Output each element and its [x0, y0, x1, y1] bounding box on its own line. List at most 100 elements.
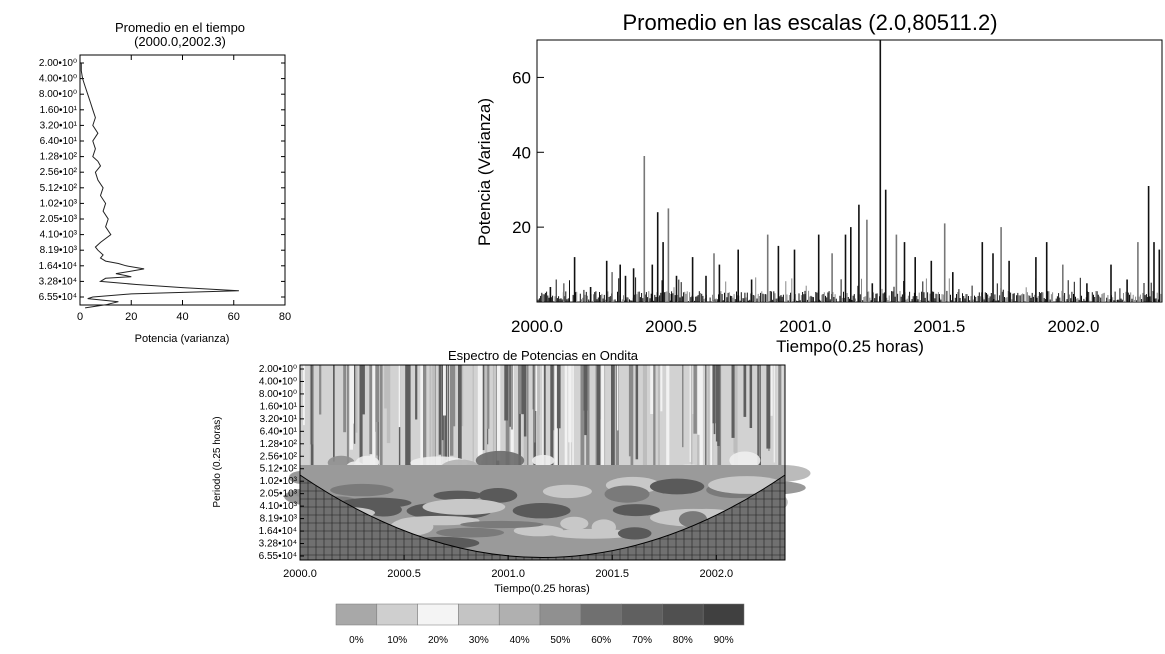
- power-streak: [379, 365, 383, 504]
- power-streak: [319, 365, 322, 415]
- period-tick-label: 4.00•10⁰: [259, 376, 297, 387]
- power-streak: [398, 365, 401, 500]
- power-streak: [710, 365, 713, 513]
- power-streak: [492, 365, 495, 521]
- power-streak: [420, 365, 424, 486]
- scale-average-spikes: [549, 40, 1161, 302]
- period-tick-label: 4.10•10³: [260, 501, 298, 512]
- period-tick-label: 1.64•10⁴: [259, 526, 297, 537]
- power-streak: [650, 365, 654, 414]
- period-tick-label: 5.12•10²: [40, 183, 78, 194]
- x-tick-label: 2000.5: [645, 317, 697, 336]
- inner-blob: [512, 503, 571, 519]
- x-tick-label: 0: [77, 311, 83, 323]
- period-tick-label: 2.05•10³: [260, 489, 298, 500]
- power-streak: [617, 365, 619, 431]
- inner-blob: [366, 502, 402, 517]
- period-tick-label: 2.00•10⁰: [39, 58, 77, 69]
- power-streak: [504, 365, 508, 421]
- period-tick-label: 3.28•10⁴: [259, 539, 297, 550]
- power-streak: [538, 365, 540, 416]
- power-streak: [496, 365, 501, 461]
- power-streak: [653, 365, 656, 470]
- power-streak: [485, 365, 490, 429]
- x-tick-label: 40: [176, 311, 188, 323]
- inner-blob: [649, 478, 705, 495]
- power-streak: [441, 365, 444, 441]
- coi-outline: [299, 474, 786, 558]
- power-streak: [447, 365, 449, 487]
- power-streak: [596, 365, 601, 520]
- period-tick-label: 8.19•10³: [40, 245, 78, 256]
- power-streak: [690, 365, 693, 514]
- power-streak: [518, 365, 521, 498]
- power-streak: [697, 365, 701, 435]
- period-tick-label: 1.28•10²: [260, 439, 298, 450]
- colorbar-label: 40%: [510, 635, 530, 646]
- colorbar-label: 60%: [591, 635, 611, 646]
- period-tick-label: 6.40•10¹: [260, 426, 298, 437]
- x-tick-label: 2002.0: [699, 568, 733, 580]
- colorbar-swatch: [498, 603, 541, 626]
- period-tick-label: 1.60•10¹: [260, 401, 298, 412]
- wavelet-ylabel: Periodo (0.25 horas): [212, 416, 223, 507]
- period-tick-label: 6.40•10¹: [40, 136, 78, 147]
- power-streak: [707, 365, 710, 498]
- inner-blob: [617, 527, 652, 540]
- power-streak: [534, 365, 536, 443]
- inner-blob: [604, 485, 650, 503]
- power-streak: [534, 365, 538, 411]
- power-streak: [642, 365, 645, 516]
- y-tick-label: 40: [512, 143, 531, 162]
- inner-blob: [398, 515, 480, 526]
- wavelet-axes: [299, 364, 786, 561]
- period-tick-label: 1.60•10¹: [40, 105, 78, 116]
- wavelet-title: Espectro de Potencias en Ondita: [448, 348, 639, 363]
- power-streak: [377, 365, 379, 497]
- power-streak: [731, 365, 735, 438]
- x-tick-label: 2000.0: [511, 317, 563, 336]
- power-streak: [628, 365, 633, 457]
- x-tick-label: 2001.5: [913, 317, 965, 336]
- time-average-axes: [79, 54, 286, 306]
- power-streak: [711, 365, 714, 518]
- power-streak: [423, 365, 427, 470]
- power-streak: [398, 365, 401, 428]
- x-tick-label: 60: [228, 311, 240, 323]
- power-streak: [333, 365, 335, 462]
- power-streak: [359, 365, 363, 512]
- power-streak: [477, 365, 482, 466]
- power-streak: [601, 365, 604, 482]
- colorbar-swatch: [662, 603, 704, 626]
- period-tick-label: 1.64•10⁴: [39, 261, 77, 272]
- power-streak: [511, 365, 513, 430]
- power-streak: [452, 365, 456, 427]
- power-streak: [543, 365, 546, 521]
- inner-blob: [422, 498, 506, 515]
- period-tick-label: 2.05•10³: [40, 214, 78, 225]
- power-streak: [343, 365, 347, 433]
- power-streak: [355, 365, 358, 433]
- time-average-xlabel: Potencia (varianza): [135, 333, 230, 345]
- power-streak: [766, 365, 771, 449]
- colorbar-swatch: [539, 603, 582, 626]
- power-streak: [361, 365, 365, 415]
- time-average-panel: Promedio en el tiempo (2000.0,2002.3) 2.…: [39, 20, 292, 345]
- scale-average-noise: [537, 277, 1162, 302]
- power-streak: [758, 365, 761, 457]
- power-streak: [353, 365, 355, 424]
- power-streak: [458, 365, 462, 469]
- power-streak: [569, 365, 571, 509]
- power-streak: [713, 365, 716, 435]
- inner-blob: [330, 483, 394, 497]
- inner-blob: [591, 519, 616, 535]
- power-streak: [450, 365, 454, 456]
- power-streak: [630, 365, 634, 467]
- power-streak: [523, 365, 527, 437]
- inner-blob: [560, 516, 589, 531]
- power-streak: [536, 365, 540, 466]
- power-streak: [635, 365, 639, 460]
- power-streak: [699, 365, 703, 517]
- power-streak: [603, 365, 606, 486]
